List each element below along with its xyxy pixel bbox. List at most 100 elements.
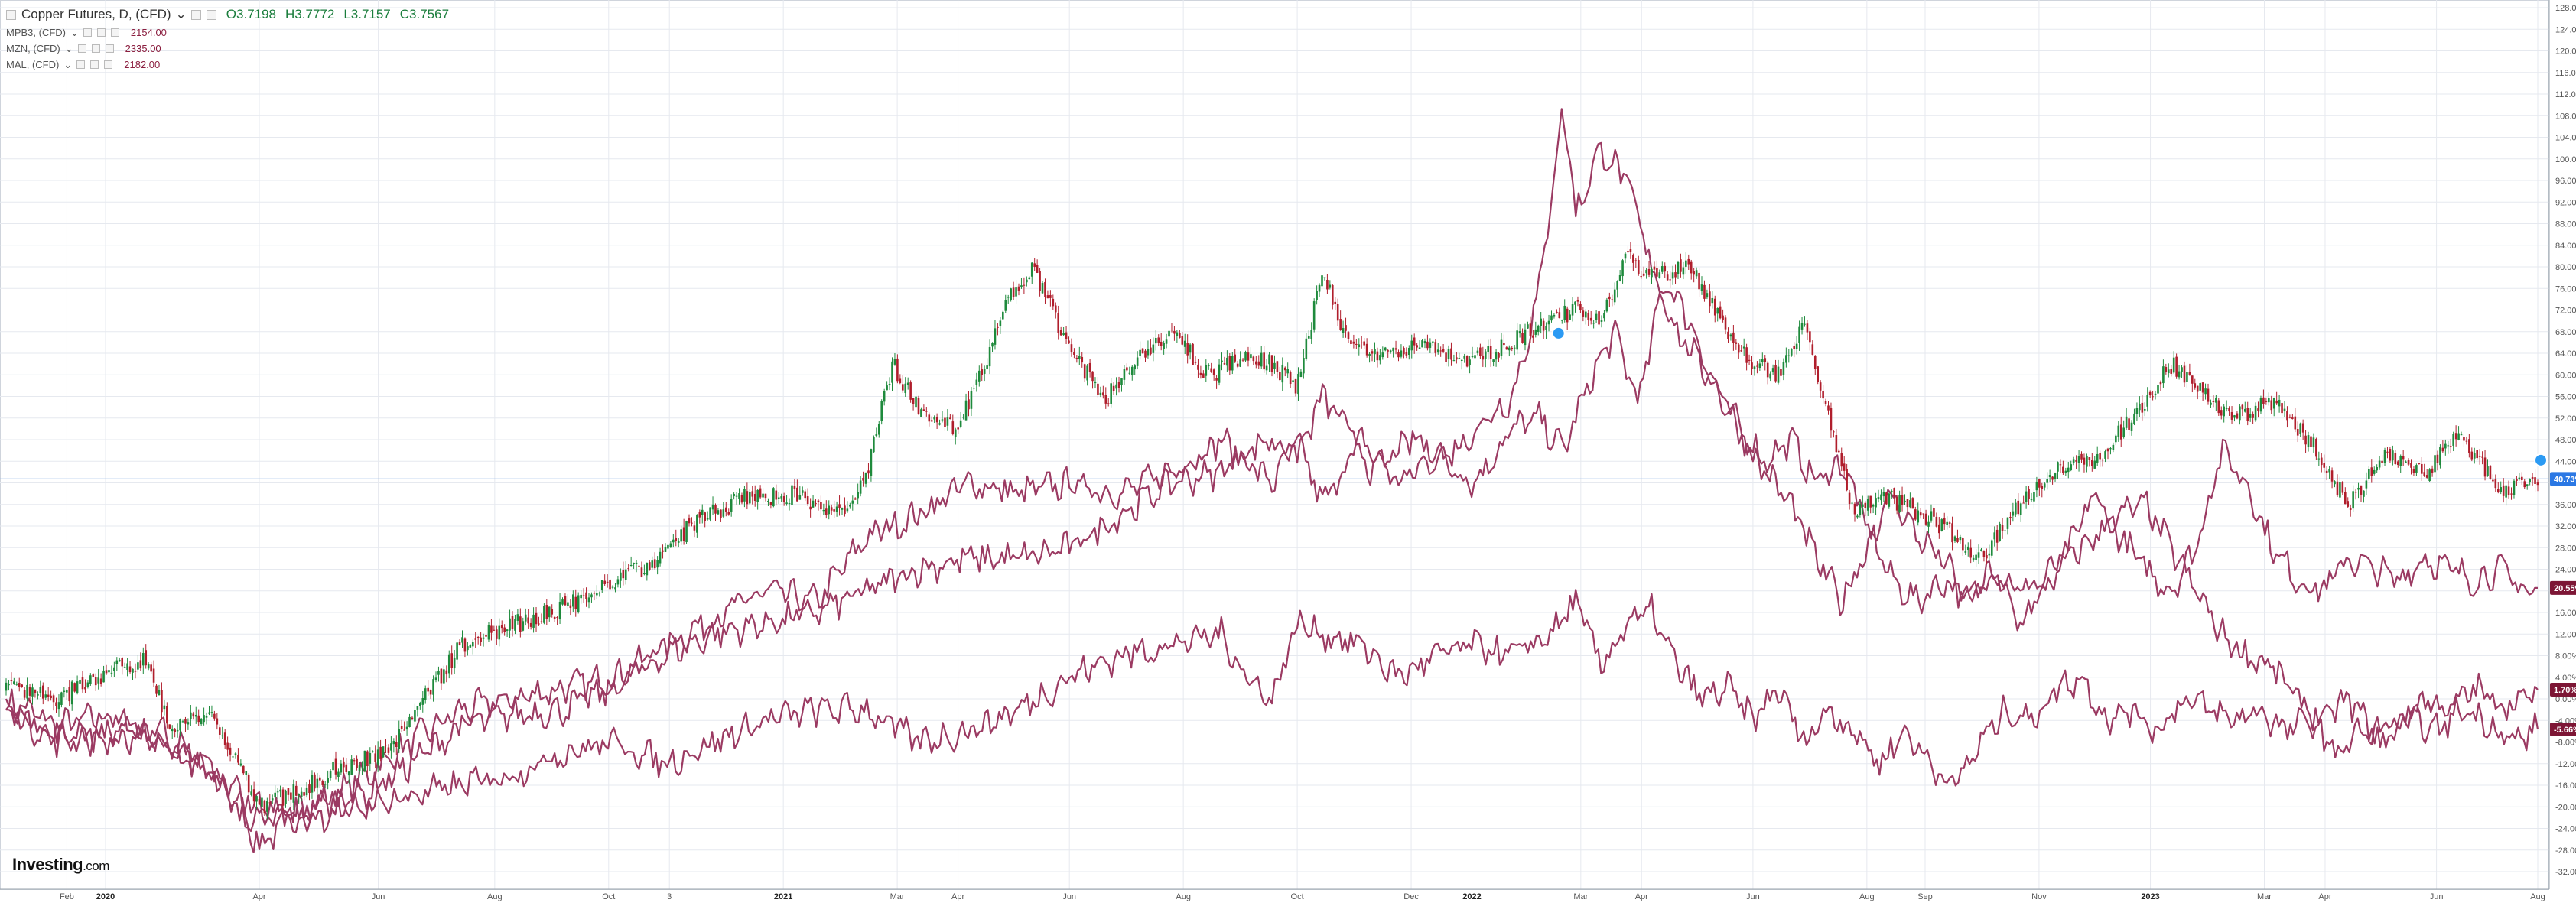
candle-body (2360, 485, 2363, 495)
candle-body (1774, 365, 1777, 382)
candle-body (218, 727, 221, 735)
candle-body (392, 741, 395, 745)
overlay-settings-icon[interactable] (83, 28, 92, 37)
event-marker-icon[interactable] (2534, 453, 2548, 467)
candle-body (26, 684, 28, 699)
candle-body (155, 685, 158, 694)
overlay-hide-icon[interactable] (96, 28, 106, 37)
candle-body (2275, 400, 2278, 404)
candle-body (443, 669, 445, 684)
overlay-hide-icon[interactable] (90, 60, 99, 69)
overlay-remove-icon[interactable] (105, 44, 114, 53)
candle-body (1966, 546, 1969, 551)
y-tick-label: -12.00% (2555, 760, 2576, 769)
candle-body (1062, 333, 1065, 336)
x-tick-label: Aug (487, 892, 503, 901)
candle-body (1651, 269, 1653, 278)
candle-body (2104, 451, 2106, 459)
y-tick-label: -16.00% (2555, 781, 2576, 791)
candle-body (1901, 495, 1904, 505)
legend-dropdown-icon[interactable]: ⌄ (175, 7, 187, 21)
candle-body (2210, 402, 2212, 405)
candle-body (2339, 482, 2341, 498)
candle-body (1332, 284, 1334, 305)
overlay-dropdown-icon[interactable]: ⌄ (70, 26, 79, 38)
candle-body (2536, 482, 2539, 486)
candle-body (1748, 359, 1751, 361)
candle-body (1088, 362, 1091, 372)
candle-body (2521, 476, 2523, 481)
candle-body (1498, 353, 1500, 358)
candle-body (2423, 472, 2426, 476)
candle-body (94, 677, 97, 686)
candle-body (102, 670, 105, 683)
candle-body (2281, 403, 2283, 414)
candle-body (108, 670, 110, 673)
candle-body (1471, 356, 1474, 358)
candle-body (1234, 354, 1237, 362)
candle-body (1919, 512, 1922, 516)
overlay-settings-icon[interactable] (77, 44, 86, 53)
candle-body (2223, 406, 2225, 417)
candle-body (1252, 356, 1255, 362)
overlay-remove-icon[interactable] (104, 60, 113, 69)
x-tick-label: Apr (1635, 892, 1648, 901)
candle-body (2418, 463, 2421, 465)
candle-body (2312, 437, 2315, 448)
candle-body (2516, 479, 2518, 481)
candle-body (1342, 328, 1345, 333)
candle-body (782, 496, 785, 502)
candle-body (1993, 532, 1996, 540)
candle-body (753, 494, 756, 502)
candle-body (2363, 490, 2365, 497)
candle-body (1999, 523, 2001, 541)
overlay-settings-icon[interactable] (76, 60, 86, 69)
candle-body (1933, 508, 1935, 517)
candle-body (1813, 356, 1817, 370)
candle-body (1790, 349, 1793, 356)
candle-body (1521, 333, 1524, 343)
candle-body (1202, 373, 1205, 378)
candle-body (730, 499, 733, 512)
candle-body (2457, 433, 2460, 440)
candle-body (1279, 371, 1281, 381)
event-marker-icon[interactable] (1551, 326, 1566, 340)
candle-body (121, 658, 124, 667)
candle-body (363, 750, 366, 771)
candle-body (656, 560, 659, 568)
candle-body (935, 417, 938, 423)
y-tick-label: 72.00% (2555, 307, 2576, 316)
candle-body (1299, 371, 1303, 378)
candle-body (73, 683, 76, 692)
overlay-dropdown-icon[interactable]: ⌄ (63, 58, 73, 70)
candle-body (622, 570, 625, 579)
candle-body (1924, 513, 1927, 525)
candle-body (210, 712, 213, 713)
candle-body (791, 485, 793, 505)
candle-body (1508, 347, 1511, 351)
candle-body (2396, 461, 2399, 466)
hide-icon[interactable] (206, 9, 216, 20)
candle-body (2336, 481, 2339, 496)
candle-body (1028, 277, 1031, 280)
candle-body (1611, 299, 1614, 300)
collapse-toggle-icon[interactable] (6, 9, 16, 20)
overlay-value: 2182.00 (124, 58, 161, 70)
overlay-hide-icon[interactable] (91, 44, 100, 53)
candle-body (1859, 504, 1862, 515)
candle-body (620, 572, 622, 581)
candle-body (1112, 385, 1115, 391)
candle-body (2452, 434, 2454, 446)
candle-body (2048, 475, 2051, 477)
settings-icon[interactable] (190, 9, 201, 20)
last-value-badge (2550, 472, 2576, 486)
overlay-remove-icon[interactable] (110, 28, 119, 37)
candle-body (1766, 362, 1769, 378)
candle-body (1516, 330, 1518, 350)
overlay-dropdown-icon[interactable]: ⌄ (64, 42, 73, 54)
candle-body (1756, 365, 1758, 367)
candle-body (1962, 538, 1964, 551)
candle-body (139, 660, 142, 669)
candle-body (677, 541, 680, 543)
